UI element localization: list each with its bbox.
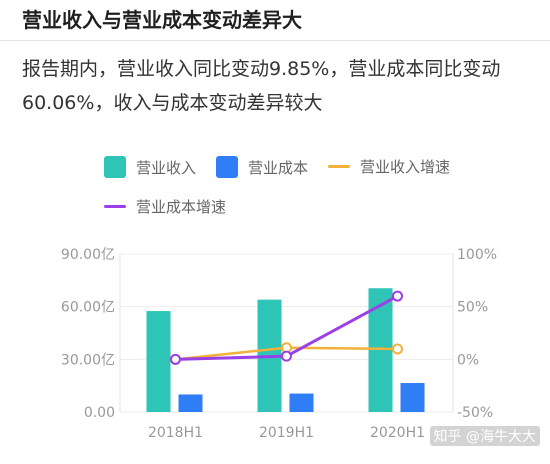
page-title: 营业收入与营业成本变动差异大 xyxy=(22,8,302,32)
legend-item-cost[interactable]: 营业成本 xyxy=(216,156,308,178)
y-left-tick-label: 90.00亿 xyxy=(61,247,115,263)
legend-label-cost-growth: 营业成本增速 xyxy=(136,198,227,216)
point-cost-growth xyxy=(392,290,403,302)
watermark: 知乎 @海牛大大 xyxy=(429,426,540,446)
x-tick-label: 2018H1 xyxy=(148,425,203,441)
y-left-tick-label: 30.00亿 xyxy=(61,352,115,368)
y-right-tick-label: 100% xyxy=(457,247,497,263)
legend-label-cost: 营业成本 xyxy=(248,158,309,177)
combo-chart: 0.00 30.00亿 60.00亿 90.00亿 -50% 0% 50% 100% 2018H… xyxy=(61,247,497,441)
legend-swatch-cost xyxy=(216,156,238,178)
y-right-tick-label: 50% xyxy=(457,300,488,316)
y-left-tick-label: 60.00亿 xyxy=(61,300,115,316)
legend-item-revenue-growth[interactable]: 营业收入增速 xyxy=(328,156,450,177)
point-revenue-growth xyxy=(392,343,403,355)
bar-cost xyxy=(178,394,203,412)
bar-cost xyxy=(289,393,314,412)
legend-swatch-revenue-growth xyxy=(328,165,350,168)
summary-text: 报告期内，营业收入同比变动9.85%，营业成本同比变动60.06%，收入与成本变… xyxy=(22,58,501,114)
legend-swatch-cost-growth xyxy=(104,205,126,208)
y-left-tick-label: 0.00 xyxy=(84,405,115,421)
y-right-tick-label: 0% xyxy=(457,352,479,368)
legend-item-cost-growth[interactable]: 营业成本增速 xyxy=(104,196,226,217)
legend-label-revenue-growth: 营业收入增速 xyxy=(360,158,451,176)
legend-item-revenue[interactable]: 营业收入 xyxy=(104,156,196,178)
legend-swatch-revenue xyxy=(104,156,126,178)
divider xyxy=(0,40,550,41)
legend-label-revenue: 营业收入 xyxy=(136,158,197,177)
x-tick-label: 2020H1 xyxy=(370,425,425,441)
bar-cost xyxy=(400,383,425,412)
x-tick-label: 2019H1 xyxy=(259,425,314,441)
point-cost-growth xyxy=(281,350,292,362)
point-cost-growth xyxy=(170,353,181,365)
y-right-tick-label: -50% xyxy=(457,405,493,421)
bar-revenue xyxy=(146,311,171,412)
